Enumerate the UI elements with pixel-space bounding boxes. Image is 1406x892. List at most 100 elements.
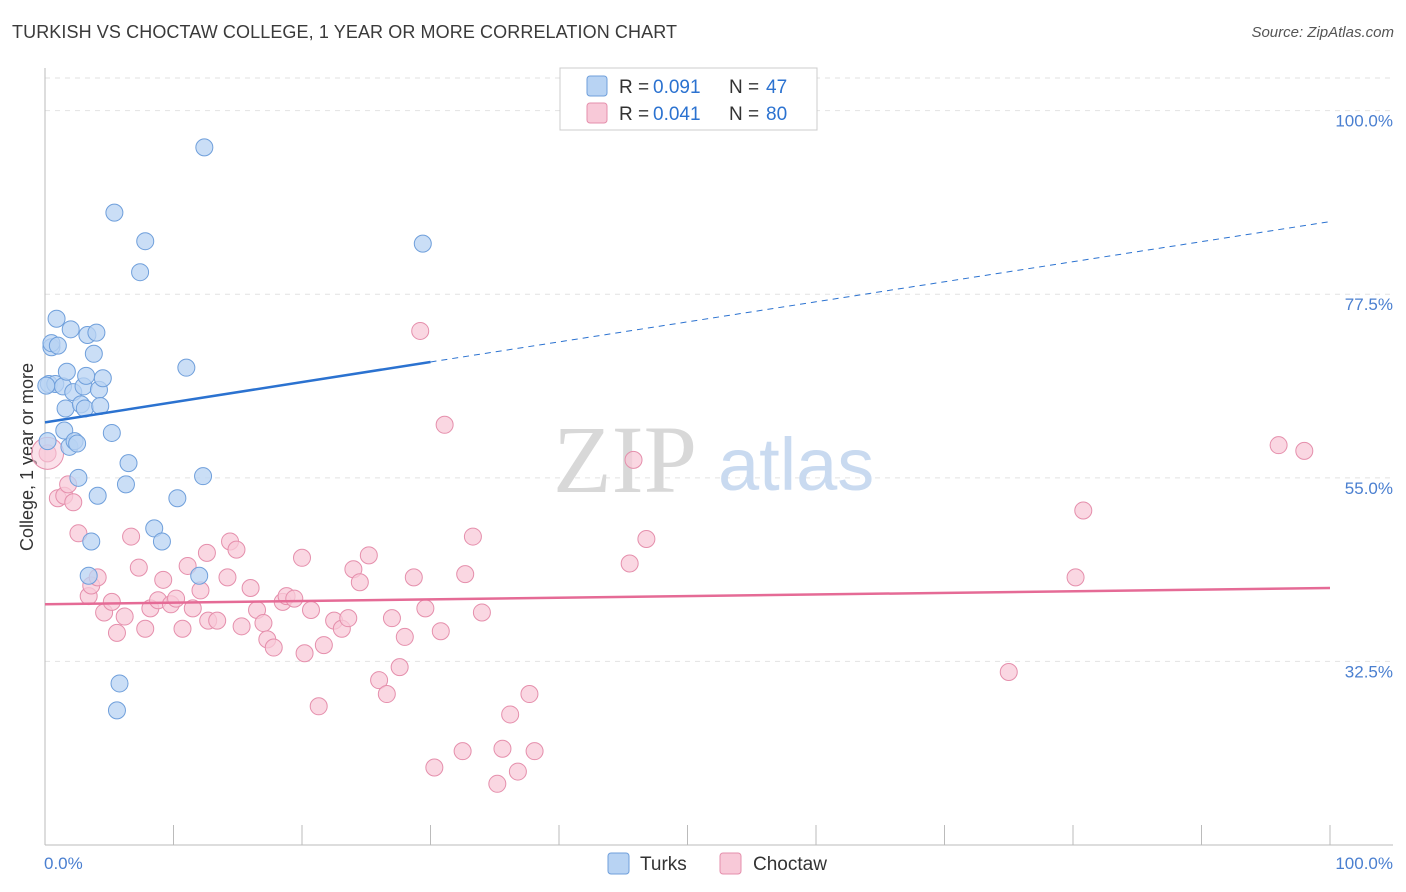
choctaw-point — [350, 573, 369, 592]
choctaw-point — [620, 554, 639, 573]
choctaw-point — [404, 568, 423, 587]
choctaw-point — [508, 762, 527, 781]
choctaw-point — [314, 636, 333, 655]
choctaw-point — [218, 568, 237, 587]
source-credit: Source: ZipAtlas.com — [1251, 24, 1394, 41]
y-tick-label: 77.5% — [1345, 295, 1393, 314]
choctaw-point — [102, 592, 121, 611]
choctaw-point — [416, 599, 435, 618]
turks-trend-line — [44, 360, 431, 424]
choctaw-point — [382, 609, 401, 628]
choctaw-point — [999, 663, 1018, 682]
choctaw-point — [227, 540, 246, 559]
bottom-legend-swatch-choctaw — [719, 852, 742, 875]
choctaw-point — [115, 607, 134, 626]
turks-point — [37, 376, 56, 395]
choctaw-point — [1269, 436, 1288, 455]
choctaw-point — [411, 321, 430, 340]
choctaw-point — [501, 705, 520, 724]
choctaw-point — [456, 565, 475, 584]
choctaw-point — [232, 617, 251, 636]
turks-point — [68, 434, 87, 453]
choctaw-point — [1074, 501, 1093, 520]
turks-point — [88, 486, 107, 505]
turks-point — [79, 566, 98, 585]
choctaw-point — [339, 609, 358, 628]
chart-title: TURKISH VS CHOCTAW COLLEGE, 1 YEAR OR MO… — [12, 22, 678, 42]
watermark-atlas: atlas — [718, 423, 874, 506]
turks-point — [190, 566, 209, 585]
turks-point — [168, 489, 187, 508]
choctaw-point — [1295, 441, 1314, 460]
choctaw-point — [395, 627, 414, 646]
turks-point — [56, 399, 75, 418]
legend-r-value-turks: 0.091 — [653, 77, 701, 98]
y-axis-label: College, 1 year or more — [17, 363, 37, 551]
y-tick-labels: 32.5% 55.0% 77.5% 100.0% — [1335, 112, 1393, 682]
legend-swatch-choctaw — [586, 102, 608, 124]
turks-point — [413, 234, 432, 253]
choctaw-point — [122, 527, 141, 546]
choctaw-point — [425, 758, 444, 777]
choctaw-point — [488, 774, 507, 793]
turks-point — [93, 369, 112, 388]
choctaw-point — [1066, 568, 1085, 587]
legend-swatch-turks — [586, 75, 608, 97]
choctaw-point — [463, 527, 482, 546]
turks-point — [38, 432, 57, 451]
turks-point — [105, 203, 124, 222]
x-tick-label-max: 100.0% — [1335, 854, 1393, 873]
turks-point — [107, 701, 126, 720]
choctaw-point — [301, 601, 320, 620]
turks-point — [82, 532, 101, 551]
turks-trend-extension — [430, 221, 1331, 363]
choctaw-point — [69, 524, 88, 543]
legend-r-value-choctaw: 0.041 — [653, 104, 701, 125]
choctaw-point — [167, 589, 186, 608]
trend-lines — [44, 221, 1331, 606]
choctaw-point — [154, 570, 173, 589]
turks-point — [195, 138, 214, 157]
choctaw-point — [624, 450, 643, 469]
choctaw-trend-line — [44, 586, 1331, 606]
turks-point — [69, 468, 88, 487]
choctaw-point — [295, 644, 314, 663]
bottom-legend-label-choctaw: Choctaw — [753, 854, 827, 875]
y-tick-label: 32.5% — [1345, 662, 1393, 681]
turks-point — [57, 362, 76, 381]
turks-point — [47, 309, 66, 328]
turks-point — [110, 674, 129, 693]
choctaw-point — [285, 589, 304, 608]
legend-r-label-choctaw: R = — [619, 104, 649, 125]
choctaw-point — [453, 742, 472, 761]
turks-point — [194, 467, 213, 486]
choctaw-point — [254, 614, 273, 633]
choctaw-point — [525, 742, 544, 761]
legend-n-value-turks: 47 — [766, 77, 787, 98]
choctaw-point — [197, 543, 216, 562]
choctaw-point — [493, 739, 512, 758]
turks-point — [87, 323, 106, 342]
choctaw-point — [173, 619, 192, 638]
turks-point — [48, 336, 67, 355]
choctaw-point — [435, 415, 454, 434]
choctaw-point — [472, 603, 491, 622]
turks-points — [37, 138, 432, 720]
x-tick-labels: 0.0% 100.0% — [44, 854, 1393, 873]
y-tick-label: 55.0% — [1345, 479, 1393, 498]
choctaw-point — [370, 671, 389, 690]
choctaw-point — [107, 623, 126, 642]
choctaw-point — [129, 558, 148, 577]
choctaw-point — [431, 622, 450, 641]
turks-point — [136, 232, 155, 251]
choctaw-point — [264, 638, 283, 657]
turks-point — [131, 263, 150, 282]
choctaw-point — [208, 611, 227, 630]
choctaw-point — [359, 546, 378, 565]
legend-n-label-turks: N = — [729, 77, 759, 98]
bottom-legend-swatch-turks — [607, 852, 630, 875]
legend-n-value-choctaw: 80 — [766, 104, 787, 125]
legend-box: R = 0.091 N = 47 R = 0.041 N = 80 — [559, 67, 818, 131]
turks-point — [116, 475, 135, 494]
choctaw-point — [293, 548, 311, 567]
